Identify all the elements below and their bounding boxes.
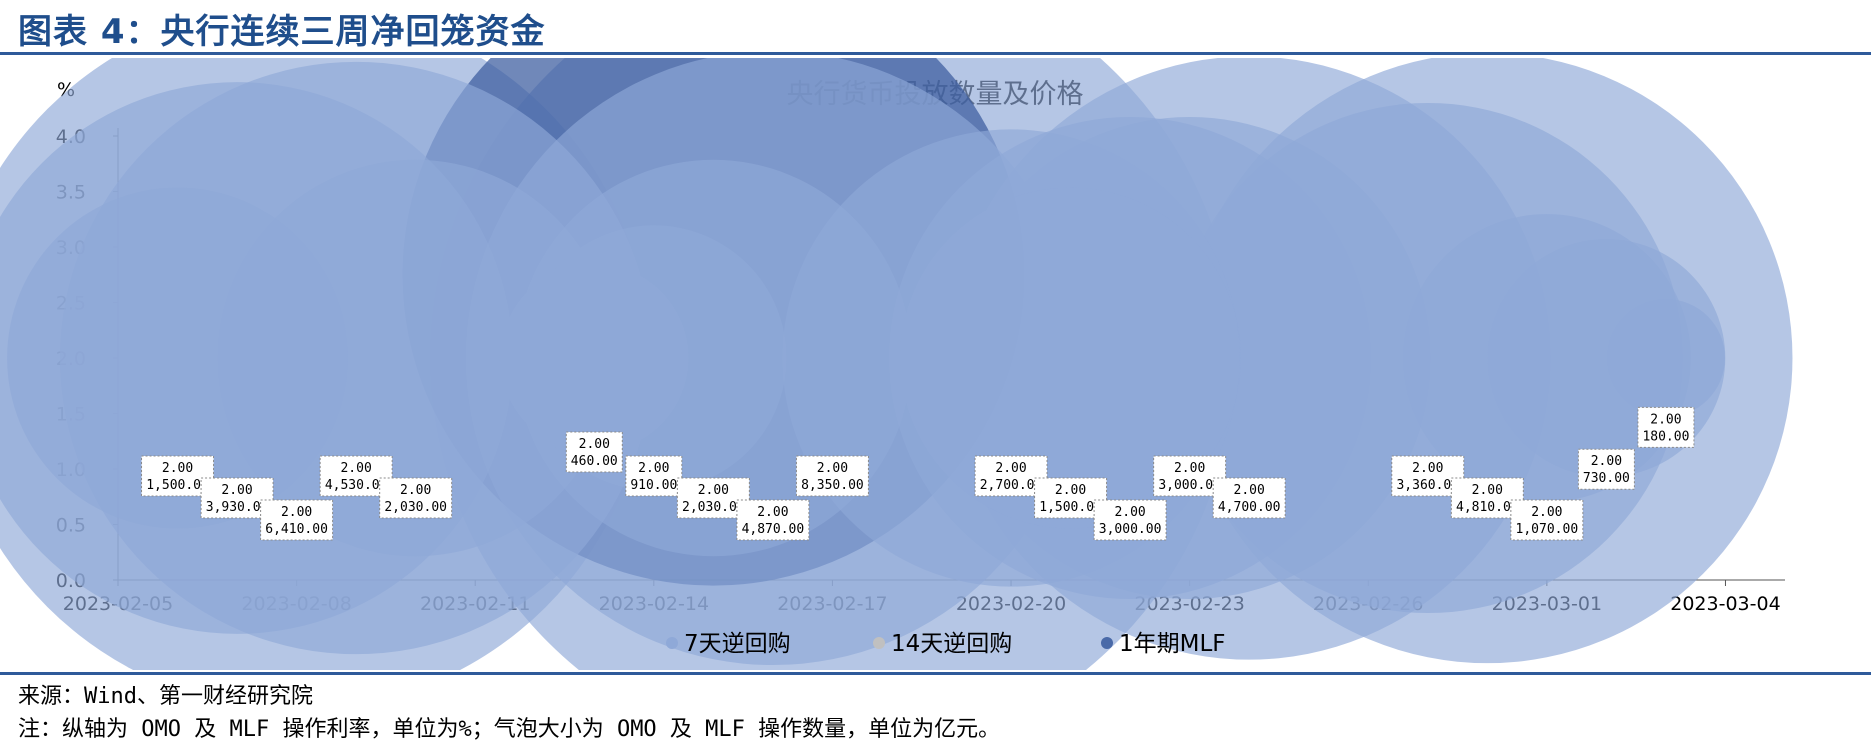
source-text: 来源：Wind、第一财经研究院 (18, 684, 313, 709)
bubble-chart: 央行货币投放数量及价格%0.00.51.01.52.02.53.03.54.02… (0, 58, 1793, 670)
data-label-rate: 2.00 (1531, 505, 1562, 520)
data-label-amount: 4,700.00 (1218, 500, 1281, 515)
bubble (900, 187, 1241, 529)
data-label-amount: 8,350.00 (801, 478, 864, 493)
data-label-rate: 2.00 (162, 461, 193, 476)
data-label-amount: 3,360.00 (1396, 478, 1459, 493)
data-label-amount: 4,530.00 (325, 478, 388, 493)
data-label-amount: 1,070.00 (1516, 522, 1579, 537)
data-label-amount: 2,030.00 (682, 500, 745, 515)
data-label-rate: 2.00 (400, 483, 431, 498)
data-label-rate: 2.00 (817, 461, 848, 476)
data-label-rate: 2.00 (1174, 461, 1205, 476)
data-label-amount: 1,500.00 (146, 478, 209, 493)
data-label-amount: 2,030.00 (384, 500, 447, 515)
footer-rule (0, 672, 1871, 675)
legend-label: 1年期MLF (1119, 631, 1226, 657)
data-label-amount: 4,870.00 (742, 522, 805, 537)
legend-label: 14天逆回购 (891, 631, 1012, 657)
legend-marker (1101, 637, 1113, 649)
data-label-rate: 2.00 (1472, 483, 1503, 498)
data-label-box (1577, 448, 1635, 490)
bubble (7, 187, 348, 529)
data-label-amount: 3,000.00 (1099, 522, 1162, 537)
data-label-box (1637, 406, 1695, 448)
data-label-amount: 460.00 (571, 454, 618, 469)
data-label-amount: 4,810.00 (1456, 500, 1519, 515)
data-label-amount: 3,930.00 (206, 500, 269, 515)
data-label-box (1212, 477, 1286, 519)
data-label-rate: 2.00 (757, 505, 788, 520)
legend-label: 7天逆回购 (684, 631, 791, 657)
data-label-amount: 2,700.00 (980, 478, 1043, 493)
legend-marker (666, 637, 678, 649)
data-label-amount: 910.00 (630, 478, 677, 493)
data-label-rate: 2.00 (1114, 505, 1145, 520)
x-tick-label: 2023-03-04 (1670, 593, 1780, 615)
data-label-amount: 6,410.00 (265, 522, 328, 537)
data-label-amount: 3,000.00 (1158, 478, 1221, 493)
data-label-box (795, 455, 869, 497)
data-label-rate: 2.00 (579, 437, 610, 452)
data-label-rate: 2.00 (1412, 461, 1443, 476)
data-label-rate: 2.00 (995, 461, 1026, 476)
data-label-rate: 2.00 (1591, 454, 1622, 469)
data-label-box (565, 431, 623, 473)
data-label-rate: 2.00 (281, 505, 312, 520)
data-label-box (200, 477, 274, 519)
data-label-box (625, 455, 683, 497)
data-label-rate: 2.00 (638, 461, 669, 476)
figure-title: 图表 4：央行连续三周净回笼资金 (18, 12, 546, 52)
bubble (499, 263, 689, 453)
data-label-amount: 1,500.00 (1039, 500, 1102, 515)
title-rule (0, 52, 1871, 55)
data-label-rate: 2.00 (698, 483, 729, 498)
note-text: 注：纵轴为 OMO 及 MLF 操作利率，单位为%；气泡大小为 OMO 及 ML… (18, 717, 1001, 742)
data-label-box (260, 499, 334, 541)
legend-marker (873, 637, 885, 649)
data-label-box (379, 477, 453, 519)
legend: 7天逆回购 14天逆回购 1年期MLF (666, 631, 1226, 657)
data-label-amount: 180.00 (1642, 429, 1689, 444)
data-label-rate: 2.00 (1650, 412, 1681, 427)
data-label-rate: 2.00 (1234, 483, 1265, 498)
bubble (1606, 298, 1725, 418)
bubble-layer (0, 58, 1793, 670)
data-label-rate: 2.00 (340, 461, 371, 476)
data-label-amount: 730.00 (1583, 471, 1630, 486)
data-label-layer: 2.00 1,500.00 2.00 3,930.00 2.00 6,410.00 2.00… (141, 406, 1695, 541)
data-label-rate: 2.00 (1055, 483, 1086, 498)
data-label-rate: 2.00 (221, 483, 252, 498)
data-label-box (736, 499, 810, 541)
data-label-box (1093, 499, 1167, 541)
data-label-box (1510, 499, 1584, 541)
bubble (217, 159, 614, 557)
